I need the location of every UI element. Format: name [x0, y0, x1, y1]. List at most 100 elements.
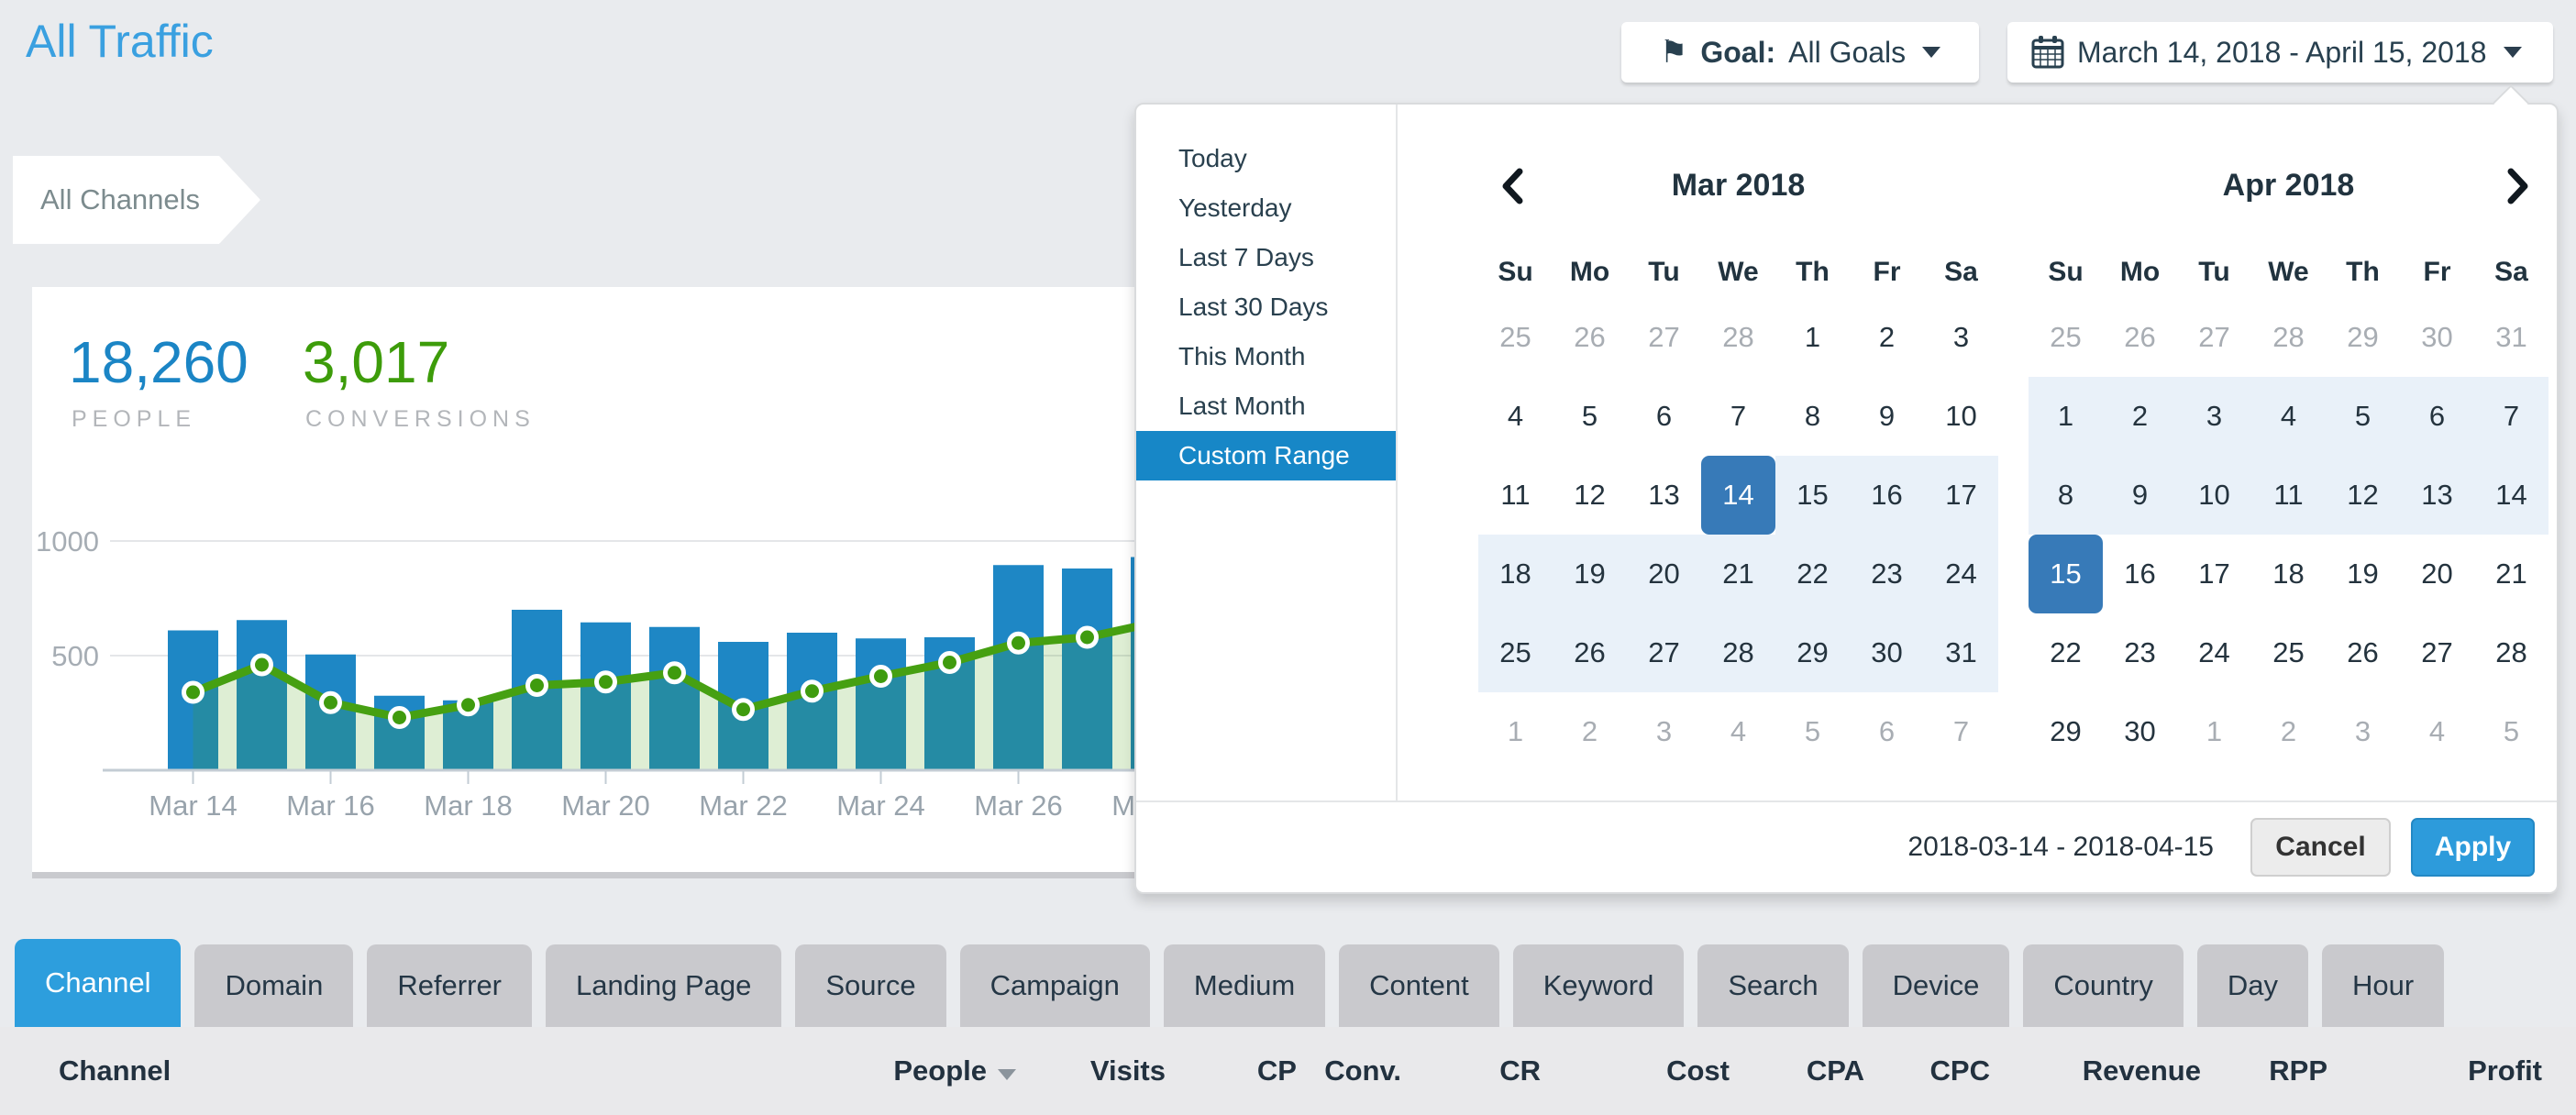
- day-cell[interactable]: 18: [2272, 558, 2305, 590]
- day-cell[interactable]: 14: [2474, 456, 2548, 535]
- day-cell-selected[interactable]: 14: [1701, 456, 1775, 535]
- chevron-right-icon[interactable]: [2504, 167, 2532, 205]
- tab-referrer[interactable]: Referrer: [367, 944, 533, 1027]
- apply-button[interactable]: Apply: [2411, 818, 2535, 877]
- tab-keyword[interactable]: Keyword: [1512, 944, 1685, 1027]
- day-cell[interactable]: 23: [2124, 636, 2156, 668]
- day-cell[interactable]: 8: [2029, 456, 2103, 535]
- day-cell[interactable]: 6: [2400, 377, 2474, 456]
- tab-channel[interactable]: Channel: [15, 939, 182, 1027]
- tab-source[interactable]: Source: [795, 944, 946, 1027]
- day-cell[interactable]: 26: [1574, 321, 1606, 353]
- column-header-people[interactable]: People: [825, 1054, 1016, 1087]
- tab-country[interactable]: Country: [2023, 944, 2184, 1027]
- day-cell[interactable]: 24: [1924, 535, 1998, 613]
- day-cell[interactable]: 5: [1804, 715, 1821, 747]
- day-cell[interactable]: 16: [1850, 456, 1924, 535]
- day-cell[interactable]: 25: [2050, 321, 2082, 353]
- column-header-cost[interactable]: Cost: [1666, 1054, 1730, 1087]
- day-cell[interactable]: 1: [2206, 715, 2223, 747]
- day-cell[interactable]: 10: [2177, 456, 2251, 535]
- day-cell[interactable]: 7: [2474, 377, 2548, 456]
- column-header-revenue[interactable]: Revenue: [2082, 1054, 2201, 1087]
- day-cell[interactable]: 20: [2421, 558, 2453, 590]
- day-cell[interactable]: 21: [2495, 558, 2527, 590]
- day-cell[interactable]: 18: [1478, 535, 1553, 613]
- day-cell[interactable]: 19: [2347, 558, 2379, 590]
- day-cell[interactable]: 8: [1804, 400, 1821, 432]
- day-cell[interactable]: 27: [1627, 613, 1701, 692]
- day-cell[interactable]: 2: [1581, 715, 1598, 747]
- preset-custom-range[interactable]: Custom Range: [1136, 431, 1396, 480]
- breadcrumb-all-channels[interactable]: All Channels: [13, 156, 260, 244]
- tab-content[interactable]: Content: [1339, 944, 1499, 1027]
- day-cell[interactable]: 7: [1730, 400, 1747, 432]
- day-cell[interactable]: 15: [1775, 456, 1850, 535]
- day-cell[interactable]: 21: [1701, 535, 1775, 613]
- tab-device[interactable]: Device: [1862, 944, 2010, 1027]
- day-cell[interactable]: 4: [2251, 377, 2326, 456]
- date-range-button[interactable]: March 14, 2018 - April 15, 2018: [2007, 22, 2553, 83]
- day-cell[interactable]: 28: [2495, 636, 2527, 668]
- day-cell[interactable]: 28: [1722, 321, 1754, 353]
- day-cell[interactable]: 28: [1701, 613, 1775, 692]
- day-cell[interactable]: 11: [1500, 479, 1531, 511]
- day-cell[interactable]: 22: [2050, 636, 2082, 668]
- day-cell-selected[interactable]: 15: [2029, 535, 2103, 613]
- tab-landing-page[interactable]: Landing Page: [546, 944, 782, 1027]
- day-cell[interactable]: 9: [1878, 400, 1896, 432]
- column-header-visits[interactable]: Visits: [1089, 1054, 1166, 1087]
- goal-filter-button[interactable]: ⚑ Goal: All Goals: [1621, 22, 1979, 83]
- day-cell[interactable]: 12: [2326, 456, 2400, 535]
- day-cell[interactable]: 17: [2198, 558, 2230, 590]
- column-header-cr[interactable]: CR: [1499, 1054, 1541, 1087]
- day-cell[interactable]: 4: [1507, 400, 1524, 432]
- day-cell[interactable]: 28: [2272, 321, 2305, 353]
- day-cell[interactable]: 5: [2503, 715, 2520, 747]
- day-cell[interactable]: 1: [2029, 377, 2103, 456]
- day-cell[interactable]: 25: [1499, 321, 1531, 353]
- day-cell[interactable]: 26: [2347, 636, 2379, 668]
- day-cell[interactable]: 27: [1648, 321, 1680, 353]
- preset-today[interactable]: Today: [1178, 144, 1247, 172]
- day-cell[interactable]: 1: [1507, 715, 1524, 747]
- day-cell[interactable]: 3: [1952, 321, 1970, 353]
- preset-this-month[interactable]: This Month: [1178, 342, 1306, 370]
- day-cell[interactable]: 26: [1553, 613, 1627, 692]
- day-cell[interactable]: 27: [2198, 321, 2230, 353]
- preset-last-30-days[interactable]: Last 30 Days: [1178, 293, 1329, 321]
- day-cell[interactable]: 22: [1775, 535, 1850, 613]
- day-cell[interactable]: 30: [2124, 715, 2156, 747]
- column-header-cpa[interactable]: CPA: [1806, 1054, 1864, 1087]
- day-cell[interactable]: 4: [1730, 715, 1747, 747]
- day-cell[interactable]: 2: [2280, 715, 2297, 747]
- column-header-conv-[interactable]: Conv.: [1324, 1054, 1401, 1087]
- day-cell[interactable]: 30: [2421, 321, 2453, 353]
- day-cell[interactable]: 11: [2251, 456, 2326, 535]
- day-cell[interactable]: 3: [2354, 715, 2371, 747]
- day-cell[interactable]: 29: [1775, 613, 1850, 692]
- day-cell[interactable]: 7: [1952, 715, 1970, 747]
- day-cell[interactable]: 16: [2124, 558, 2156, 590]
- day-cell[interactable]: 5: [1581, 400, 1598, 432]
- day-cell[interactable]: 10: [1945, 400, 1977, 432]
- day-cell[interactable]: 29: [2347, 321, 2379, 353]
- column-header-profit[interactable]: Profit: [2468, 1054, 2542, 1087]
- day-cell[interactable]: 5: [2326, 377, 2400, 456]
- tab-medium[interactable]: Medium: [1163, 944, 1326, 1027]
- preset-last-7-days[interactable]: Last 7 Days: [1178, 243, 1314, 271]
- day-cell[interactable]: 3: [2177, 377, 2251, 456]
- day-cell[interactable]: 17: [1924, 456, 1998, 535]
- day-cell[interactable]: 25: [2272, 636, 2305, 668]
- column-header-channel[interactable]: Channel: [59, 1054, 171, 1087]
- day-cell[interactable]: 19: [1553, 535, 1627, 613]
- tab-campaign[interactable]: Campaign: [959, 944, 1150, 1027]
- day-cell[interactable]: 6: [1655, 400, 1673, 432]
- tab-day[interactable]: Day: [2196, 944, 2309, 1027]
- day-cell[interactable]: 13: [2400, 456, 2474, 535]
- tab-search[interactable]: Search: [1697, 944, 1849, 1027]
- day-cell[interactable]: 1: [1804, 321, 1821, 353]
- day-cell[interactable]: 31: [1924, 613, 1998, 692]
- day-cell[interactable]: 9: [2103, 456, 2177, 535]
- preset-yesterday[interactable]: Yesterday: [1178, 193, 1292, 222]
